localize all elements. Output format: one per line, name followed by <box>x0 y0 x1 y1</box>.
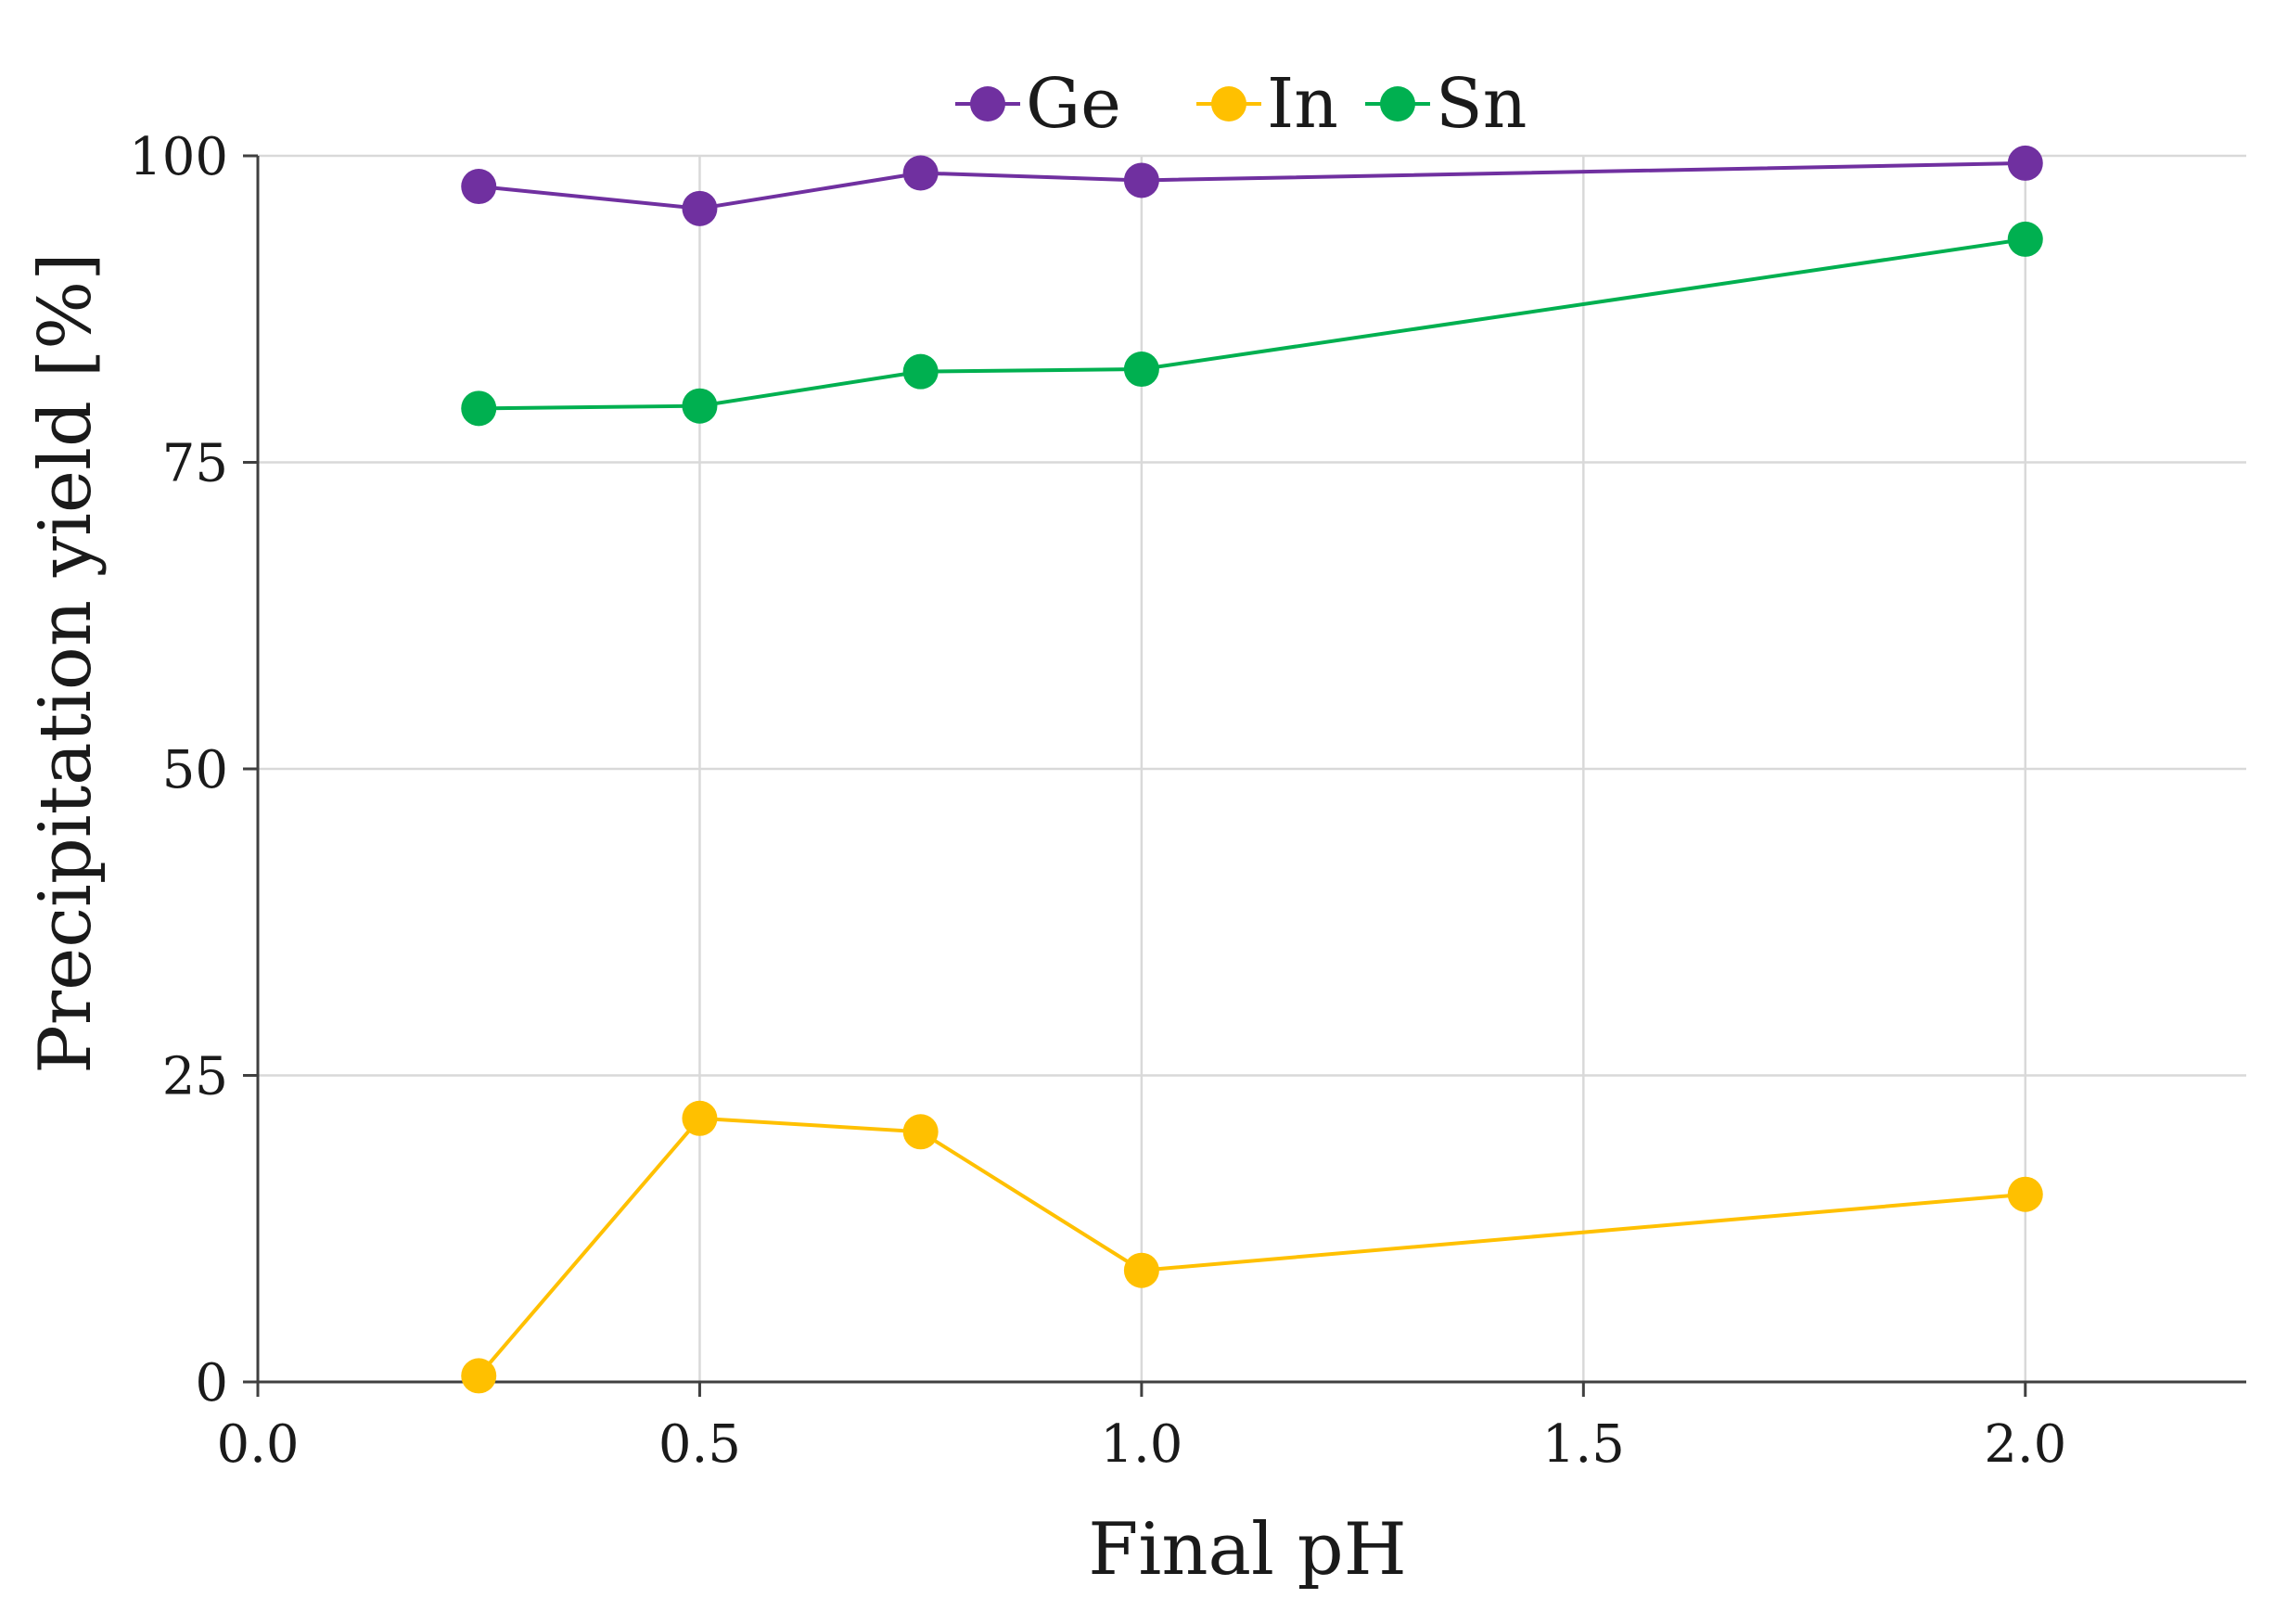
legend-label-in: In <box>1267 64 1338 144</box>
legend-item-ge: Ge <box>955 64 1121 144</box>
data-point-in <box>1123 1252 1159 1288</box>
legend-label-sn: Sn <box>1436 64 1527 144</box>
grid-layer <box>258 154 2246 1382</box>
legend-marker-ge <box>970 86 1005 121</box>
y-tick-label: 0 <box>195 1353 228 1413</box>
tick-labels-layer: 0 25 50 75 100 0.0 0.5 1.0 1.5 2.0 <box>129 127 2066 1475</box>
x-axis-title: Final pH <box>1088 1508 1407 1592</box>
y-axis-title: Precipitation yield [%] <box>24 252 108 1073</box>
y-tick-label: 75 <box>162 434 228 494</box>
legend-marker-in <box>1211 86 1246 121</box>
x-tick-label: 2.0 <box>1984 1414 2066 1475</box>
data-point-ge <box>2007 145 2043 181</box>
data-point-in <box>461 1358 497 1394</box>
x-tick-label: 0.5 <box>658 1414 741 1475</box>
y-tick-label: 25 <box>162 1047 228 1107</box>
legend: Ge In Sn <box>955 64 1527 144</box>
data-point-sn <box>1123 352 1159 388</box>
series-in <box>461 1100 2043 1394</box>
data-point-in <box>902 1114 939 1150</box>
legend-item-in: In <box>1196 64 1338 144</box>
data-point-in <box>2007 1176 2043 1212</box>
series-line-sn <box>479 237 2026 411</box>
data-point-in <box>682 1100 718 1136</box>
data-point-sn <box>682 388 718 424</box>
data-point-ge <box>461 169 497 205</box>
data-point-ge <box>682 190 718 226</box>
y-tick-label: 50 <box>162 740 228 800</box>
legend-item-sn: Sn <box>1365 64 1527 144</box>
data-point-sn <box>2007 221 2043 257</box>
data-point-sn <box>902 353 939 390</box>
series-line-in <box>477 1116 2026 1377</box>
data-point-ge <box>1123 162 1159 198</box>
data-point-sn <box>461 390 497 427</box>
y-tick-label: 100 <box>129 127 228 187</box>
legend-label-ge: Ge <box>1026 64 1121 144</box>
legend-marker-sn <box>1380 86 1415 121</box>
x-tick-label: 0.0 <box>216 1414 299 1475</box>
series-layer <box>461 145 2043 1394</box>
x-tick-label: 1.5 <box>1542 1414 1625 1475</box>
axes-layer <box>243 154 2246 1397</box>
series-ge <box>461 145 2043 226</box>
data-point-ge <box>902 155 939 191</box>
x-tick-label: 1.0 <box>1100 1414 1182 1475</box>
series-sn <box>461 221 2043 427</box>
